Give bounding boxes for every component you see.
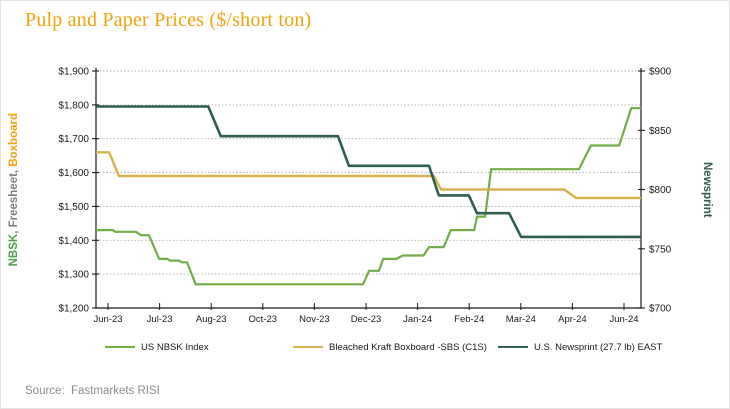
left-axis-tick-label: $1,500 (58, 202, 89, 213)
legend-label-newsprint: U.S. Newsprint (27.7 lb) EAST (534, 341, 663, 353)
legend-swatch-boxboard (293, 345, 323, 349)
right-axis-tick-label: $850 (649, 126, 672, 137)
left-axis-tick-label: $1,800 (58, 100, 89, 111)
right-axis-tick-label: $700 (649, 304, 672, 315)
x-axis-tick-label: Aug-23 (196, 314, 227, 325)
x-axis-tick-label: Dec-23 (351, 314, 382, 325)
x-axis-tick-label: Nov-23 (299, 314, 330, 325)
left-axis-tick-label: $1,200 (58, 304, 89, 315)
left-axis-tick-label: $1,300 (58, 270, 89, 281)
legend-swatch-newsprint (498, 345, 528, 349)
right-axis-tick-label: $800 (649, 185, 672, 196)
legend-item-boxboard: Bleached Kraft Boxboard -SBS (C1S) (293, 340, 487, 354)
legend-item-nbsk: US NBSK Index (105, 340, 209, 354)
legend-swatch-nbsk (105, 345, 135, 349)
left-axis-tick-label: $1,400 (58, 236, 89, 247)
x-axis-tick-label: Jun-23 (93, 314, 122, 325)
right-axis-label-text: Newsprint (701, 161, 713, 218)
series-newsprint (96, 105, 641, 239)
x-axis-tick-label: Oct-23 (249, 314, 278, 325)
x-axis-tick-label: Jul-23 (147, 314, 173, 325)
x-axis-tick-label: Jun-24 (609, 314, 638, 325)
legend-label-nbsk: US NBSK Index (141, 341, 209, 353)
legend-item-newsprint: U.S. Newsprint (27.7 lb) EAST (498, 340, 662, 354)
series-boxboard (96, 151, 641, 200)
left-axis-tick-label: $1,900 (58, 67, 89, 78)
x-axis-tick-label: Apr-24 (558, 314, 587, 325)
right-axis-tick-label: $900 (649, 67, 672, 78)
right-axis-tick-label: $750 (649, 244, 672, 255)
left-axis-tick-label: $1,700 (58, 134, 89, 145)
left-axis-tick-label: $1,600 (58, 168, 89, 179)
legend-label-boxboard: Bleached Kraft Boxboard -SBS (C1S) (329, 341, 487, 353)
x-axis-tick-label: Mar-24 (506, 314, 536, 325)
x-axis-tick-label: Feb-24 (454, 314, 484, 325)
chart-title: Pulp and Paper Prices ($/short ton) (25, 9, 312, 31)
source-note: Source: Fastmarkets RISI (25, 385, 160, 397)
series-nbsk (96, 107, 641, 286)
right-axis-label: Newsprint (695, 71, 719, 308)
x-axis-tick-label: Jan-24 (403, 314, 432, 325)
